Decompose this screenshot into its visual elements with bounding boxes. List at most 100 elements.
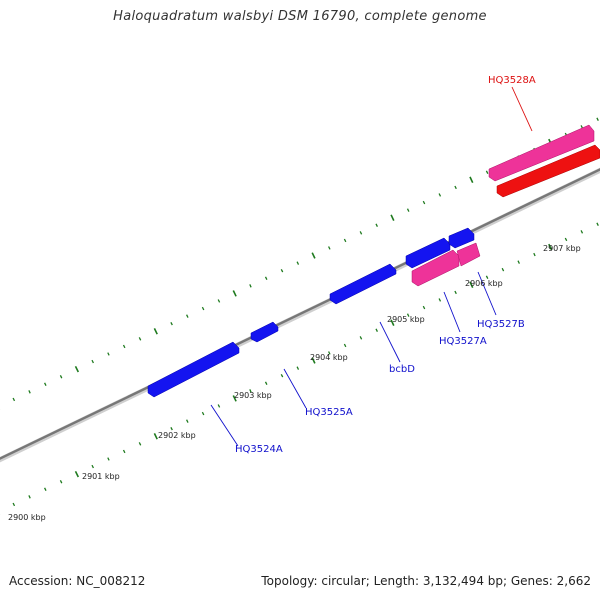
outer-tick xyxy=(217,299,221,303)
outer-tick xyxy=(469,176,474,184)
inner-tick-track xyxy=(0,222,599,515)
gene-hq3527a-blue[interactable] xyxy=(405,237,451,269)
outer-tick xyxy=(170,322,173,326)
scale-labels: 2900 kbp 2901 kbp 2902 kbp 2903 kbp 2904… xyxy=(8,244,581,522)
scale-label: 2907 kbp xyxy=(543,244,581,253)
inner-tick xyxy=(264,381,268,385)
inner-tick xyxy=(249,389,252,393)
gene-label-hq3525a[interactable]: HQ3525A xyxy=(305,407,353,418)
accession-text: Accession: NC_008212 xyxy=(9,574,146,588)
outer-tick-track xyxy=(0,117,599,410)
label-leader-lines xyxy=(210,86,533,447)
inner-tick xyxy=(564,237,568,242)
inner-tick xyxy=(280,374,284,378)
inner-tick xyxy=(153,433,158,440)
inner-tick xyxy=(44,487,47,491)
inner-tick xyxy=(12,502,16,507)
outer-tick xyxy=(201,306,205,311)
gene-labels: HQ3524A HQ3525A bcbD HQ3527A HQ3527B HQ3… xyxy=(235,75,536,455)
scale-label: 2904 kbp xyxy=(310,353,348,362)
outer-tick xyxy=(438,193,442,197)
outer-tick xyxy=(232,290,237,297)
leader-hq3527a xyxy=(443,291,461,333)
outer-tick xyxy=(153,328,158,335)
outer-tick xyxy=(280,269,284,273)
outer-tick xyxy=(596,117,599,121)
inner-tick xyxy=(548,243,553,251)
gene-hq3527a[interactable] xyxy=(411,249,460,287)
genome-summary-text: Topology: circular; Length: 3,132,494 bp… xyxy=(261,574,591,588)
inner-tick xyxy=(232,395,237,402)
inner-tick xyxy=(406,313,410,317)
inner-tick xyxy=(138,442,142,446)
inner-tick xyxy=(107,457,110,461)
outer-tick xyxy=(406,208,410,212)
inner-tick xyxy=(517,260,520,264)
genome-backbone xyxy=(0,167,600,463)
scale-label: 2902 kbp xyxy=(158,431,196,440)
scale-label: 2900 kbp xyxy=(8,513,46,522)
outer-tick xyxy=(138,337,142,341)
outer-tick xyxy=(249,284,252,288)
outer-tick xyxy=(264,276,268,280)
inner-tick xyxy=(59,480,63,484)
outer-tick xyxy=(359,231,363,235)
outer-tick xyxy=(454,185,457,190)
inner-tick xyxy=(485,275,489,279)
outer-tick xyxy=(485,170,489,174)
leader-bcbd xyxy=(379,321,401,363)
leader-hq3527b xyxy=(477,271,497,316)
gene-bcbd[interactable] xyxy=(329,263,397,305)
outer-tick xyxy=(44,382,47,386)
outer-tick xyxy=(74,365,80,373)
outer-tick xyxy=(28,390,31,394)
inner-tick xyxy=(296,366,300,370)
inner-tick xyxy=(74,470,80,478)
outer-tick xyxy=(296,261,300,265)
outer-tick xyxy=(59,375,63,379)
inner-tick xyxy=(328,351,331,355)
gene-hq3527b[interactable] xyxy=(456,242,481,267)
inner-tick xyxy=(343,343,347,348)
gene-hq3528a-red[interactable] xyxy=(496,144,600,198)
gene-label-hq3527a[interactable]: HQ3527A xyxy=(439,336,487,347)
scale-label: 2901 kbp xyxy=(82,472,120,481)
leader-hq3528a xyxy=(511,86,533,132)
inner-tick xyxy=(91,464,94,469)
inner-tick xyxy=(580,230,584,234)
inner-tick xyxy=(311,357,316,364)
genome-title: Haloquadratum walsbyi DSM 16790, complet… xyxy=(113,9,487,24)
inner-tick xyxy=(469,281,474,289)
gene-hq3527b-blue[interactable] xyxy=(448,227,475,249)
inner-tick xyxy=(375,328,378,332)
inner-tick xyxy=(28,495,31,499)
gene-hq3524a[interactable] xyxy=(147,341,240,398)
inner-tick xyxy=(170,427,173,431)
outer-tick xyxy=(390,214,395,221)
inner-tick xyxy=(217,404,221,408)
gene-label-hq3524a[interactable]: HQ3524A xyxy=(235,444,283,455)
inner-tick xyxy=(201,411,205,416)
outer-tick xyxy=(91,359,94,364)
outer-tick xyxy=(328,246,331,250)
scale-label: 2903 kbp xyxy=(234,391,272,400)
outer-tick xyxy=(186,314,189,318)
gene-label-hq3527b[interactable]: HQ3527B xyxy=(477,319,525,330)
gene-label-bcbd[interactable]: bcbD xyxy=(389,364,415,375)
inner-tick xyxy=(438,298,442,302)
scale-label: 2906 kbp xyxy=(465,279,503,288)
outer-tick xyxy=(122,344,126,349)
gene-hq3525a[interactable] xyxy=(250,321,279,343)
gene-hq3528a[interactable] xyxy=(488,124,595,182)
inner-tick xyxy=(390,319,395,326)
inner-tick xyxy=(454,290,457,295)
gene-features xyxy=(147,124,600,398)
outer-tick xyxy=(311,252,316,259)
gene-label-hq3528a[interactable]: HQ3528A xyxy=(488,75,536,86)
inner-tick xyxy=(359,336,363,340)
inner-tick xyxy=(501,267,505,272)
scale-label: 2905 kbp xyxy=(387,315,425,324)
outer-tick xyxy=(107,352,110,356)
